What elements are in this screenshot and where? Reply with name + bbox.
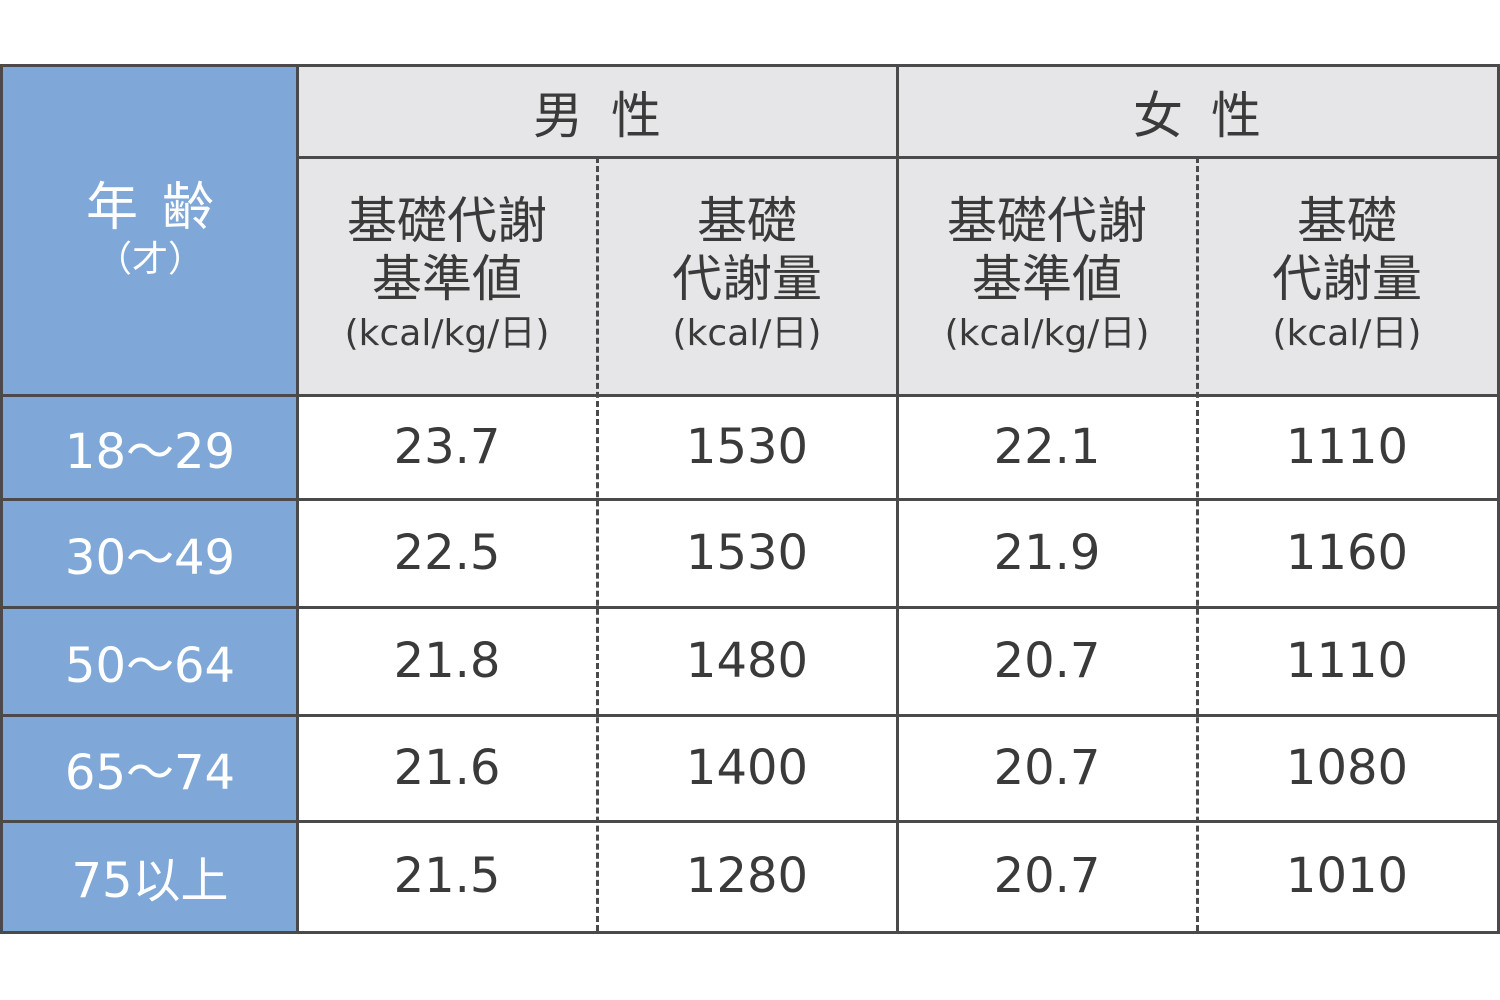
column-header-unit: (kcal/日) <box>1272 313 1422 354</box>
table-cell: 20.7 <box>897 715 1197 821</box>
female-bmr-amount-header: 基礎 代謝量 (kcal/日) <box>1197 157 1497 395</box>
grid-line <box>3 714 1497 717</box>
male-group-header: 男性 <box>297 67 897 157</box>
grid-line <box>896 67 899 931</box>
male-group-label: 男性 <box>533 87 689 145</box>
table-cell: 22.5 <box>297 499 597 607</box>
table-cell: 1400 <box>597 715 897 821</box>
age-value: 18～29 <box>64 424 236 480</box>
column-header-line2: 代謝量 <box>1272 250 1422 308</box>
age-value: 75以上 <box>71 853 229 909</box>
age-value: 65～74 <box>64 745 236 801</box>
column-header-unit: (kcal/kg/日) <box>944 313 1150 354</box>
column-header-line1: 基礎代謝 <box>947 192 1147 250</box>
age-cell: 65～74 <box>3 715 297 821</box>
age-cell: 75以上 <box>3 821 297 931</box>
female-group-label: 女性 <box>1133 87 1289 145</box>
age-header-unit: （才） <box>95 239 204 280</box>
table-cell: 1110 <box>1197 395 1497 499</box>
metabolism-table: 年齢 （才） 男性 女性 基礎代謝 基準値 (kcal/kg/日) 基礎 代謝量… <box>0 64 1500 934</box>
table-cell: 1160 <box>1197 499 1497 607</box>
table-cell: 1530 <box>597 499 897 607</box>
table-cell: 23.7 <box>297 395 597 499</box>
column-header-line1: 基礎 <box>697 192 797 250</box>
table-cell: 1010 <box>1197 821 1497 931</box>
column-header-line1: 基礎代謝 <box>347 192 547 250</box>
column-header-unit: (kcal/kg/日) <box>344 313 550 354</box>
column-header-line2: 基準値 <box>972 250 1122 308</box>
grid-line <box>3 820 1497 823</box>
column-header-unit: (kcal/日) <box>672 313 822 354</box>
table-cell: 1080 <box>1197 715 1497 821</box>
grid-line <box>3 394 1497 397</box>
table-cell: 1110 <box>1197 607 1497 715</box>
table-cell: 21.9 <box>897 499 1197 607</box>
dashed-divider <box>1196 157 1199 931</box>
dashed-divider <box>596 157 599 931</box>
age-header: 年齢 （才） <box>3 67 297 395</box>
table-cell: 1280 <box>597 821 897 931</box>
table-cell: 1530 <box>597 395 897 499</box>
table-cell: 21.5 <box>297 821 597 931</box>
grid-line <box>296 67 299 931</box>
age-cell: 30～49 <box>3 499 297 607</box>
age-cell: 50～64 <box>3 607 297 715</box>
age-header-label: 年齢 <box>85 178 238 238</box>
table-cell: 20.7 <box>897 821 1197 931</box>
female-bmr-standard-header: 基礎代謝 基準値 (kcal/kg/日) <box>897 157 1197 395</box>
age-value: 30～49 <box>64 530 236 586</box>
table-cell: 21.8 <box>297 607 597 715</box>
age-value: 50～64 <box>64 638 236 694</box>
age-cell: 18～29 <box>3 395 297 499</box>
table-cell: 22.1 <box>897 395 1197 499</box>
column-header-line2: 代謝量 <box>672 250 822 308</box>
female-group-header: 女性 <box>897 67 1497 157</box>
grid-line <box>3 498 1497 501</box>
male-bmr-standard-header: 基礎代謝 基準値 (kcal/kg/日) <box>297 157 597 395</box>
table-cell: 21.6 <box>297 715 597 821</box>
column-header-line1: 基礎 <box>1297 192 1397 250</box>
table-cell: 20.7 <box>897 607 1197 715</box>
column-header-line2: 基準値 <box>372 250 522 308</box>
grid-line <box>3 606 1497 609</box>
male-bmr-amount-header: 基礎 代謝量 (kcal/日) <box>597 157 897 395</box>
table-cell: 1480 <box>597 607 897 715</box>
